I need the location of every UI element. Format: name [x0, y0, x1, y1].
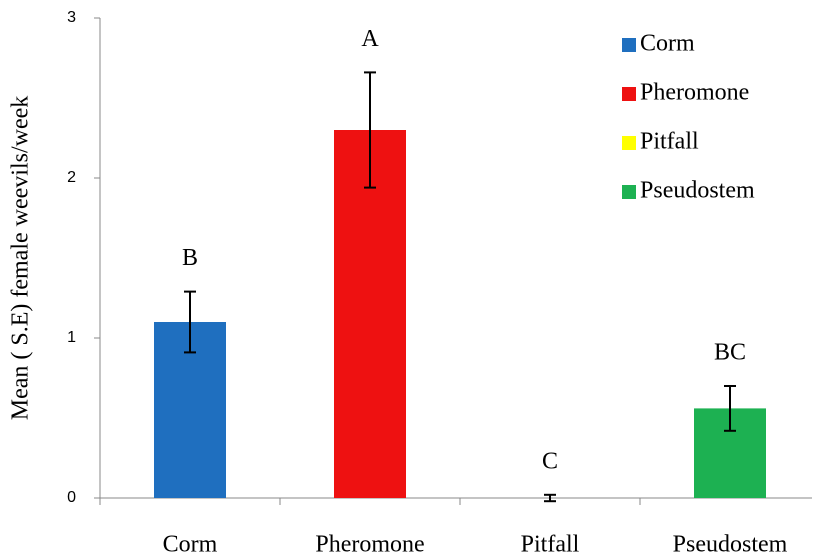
legend-swatch	[622, 87, 636, 101]
legend-swatch	[622, 38, 636, 52]
legend-label: Pheromone	[640, 80, 749, 106]
bar	[334, 130, 406, 498]
legend-swatch	[622, 185, 636, 199]
x-tick-label: Pseudostem	[673, 532, 788, 558]
y-tick-label: 0	[67, 489, 76, 506]
y-tick-label: 1	[67, 329, 76, 346]
significance-letter: A	[361, 26, 379, 52]
error-bar	[364, 71, 376, 189]
legend-label: Pseudostem	[640, 178, 755, 204]
significance-letter: BC	[714, 340, 746, 366]
y-tick-label: 2	[67, 169, 76, 186]
error-bar	[724, 385, 736, 432]
legend-label: Corm	[640, 31, 695, 57]
y-axis-label: Mean ( S.E) female weevils/week	[8, 96, 34, 421]
significance-letter: B	[182, 245, 198, 271]
x-tick-label: Pitfall	[521, 532, 580, 558]
legend-swatch	[622, 136, 636, 150]
y-tick-label: 3	[67, 9, 76, 26]
error-bar	[184, 290, 196, 354]
x-tick-label: Corm	[163, 532, 218, 558]
x-tick-label: Pheromone	[315, 532, 424, 558]
error-bar	[544, 493, 556, 503]
legend-label: Pitfall	[640, 129, 699, 155]
significance-letter: C	[542, 448, 558, 474]
